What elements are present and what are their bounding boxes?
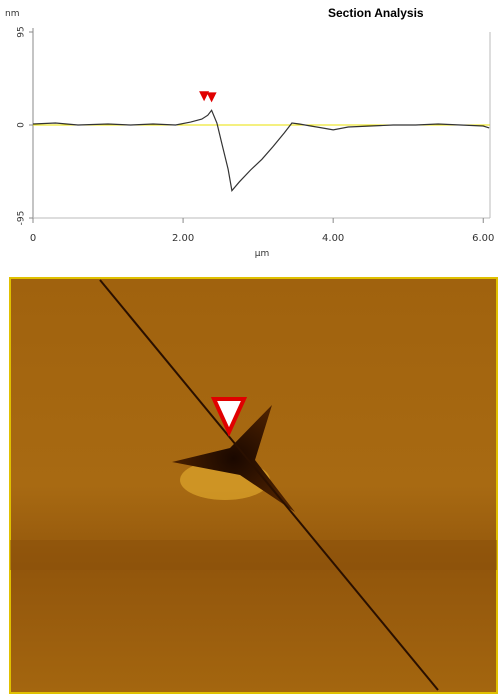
x-tick-label: 6.00	[472, 233, 494, 244]
y-tick-label: -95	[17, 211, 27, 226]
x-tick-label: 4.00	[322, 233, 344, 244]
y-tick-label: 0	[17, 122, 27, 128]
section-analysis: nm Section Analysis µm -9509502.004.006.…	[0, 0, 499, 695]
y-unit: nm	[5, 9, 19, 19]
afm-image	[10, 278, 497, 693]
chart-title: Section Analysis	[328, 6, 424, 20]
x-tick-label: 0	[30, 233, 36, 244]
profile-line	[33, 110, 489, 190]
scan-band	[10, 540, 497, 570]
x-axis-label: µm	[255, 249, 270, 259]
cursor	[207, 92, 217, 102]
y-tick-label: 95	[17, 26, 27, 37]
x-tick-label: 2.00	[172, 233, 194, 244]
